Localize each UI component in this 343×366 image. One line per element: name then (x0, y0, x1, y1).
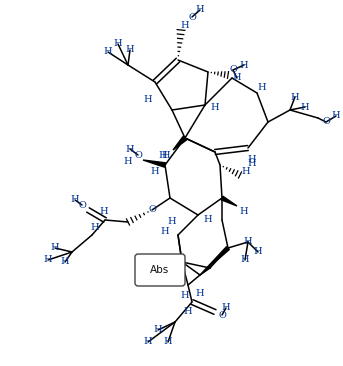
Text: H: H (71, 195, 79, 205)
Text: O: O (229, 66, 237, 75)
Polygon shape (200, 247, 229, 275)
Text: H: H (161, 228, 169, 236)
Text: H: H (254, 247, 262, 257)
Polygon shape (221, 196, 237, 206)
Text: H: H (222, 303, 230, 313)
Text: H: H (196, 290, 204, 299)
Text: H: H (211, 104, 219, 112)
Text: O: O (148, 205, 156, 214)
Text: O: O (78, 201, 86, 209)
Text: H: H (164, 337, 172, 347)
Text: H: H (240, 60, 248, 70)
FancyBboxPatch shape (135, 254, 185, 286)
Text: H: H (258, 82, 266, 92)
Text: H: H (44, 255, 52, 265)
Text: H: H (144, 337, 152, 347)
Text: H: H (240, 206, 248, 216)
Text: O: O (218, 310, 226, 320)
Text: H: H (244, 238, 252, 246)
Text: H: H (168, 217, 176, 227)
Text: H: H (124, 157, 132, 165)
Text: H: H (196, 5, 204, 15)
Text: H: H (241, 255, 249, 265)
Text: H: H (162, 152, 170, 161)
Text: H: H (100, 208, 108, 217)
Text: H: H (233, 74, 241, 82)
Text: H: H (151, 168, 159, 176)
Text: H: H (91, 224, 99, 232)
Text: H: H (242, 168, 250, 176)
Polygon shape (143, 160, 166, 167)
Text: H: H (159, 150, 167, 160)
Text: H: H (301, 102, 309, 112)
Text: H: H (248, 158, 256, 168)
Text: H: H (181, 291, 189, 299)
Text: H: H (61, 258, 69, 266)
Text: O: O (134, 150, 142, 160)
Text: H: H (114, 40, 122, 49)
Text: H: H (184, 307, 192, 317)
Text: H: H (204, 216, 212, 224)
Text: O: O (188, 12, 196, 22)
Polygon shape (173, 136, 187, 150)
Text: H: H (144, 96, 152, 105)
Text: H: H (126, 45, 134, 55)
Text: O: O (322, 117, 330, 127)
Text: H: H (51, 243, 59, 253)
Text: H: H (104, 48, 112, 56)
Text: H: H (248, 156, 256, 164)
Text: H: H (332, 112, 340, 120)
Text: Abs: Abs (150, 265, 170, 275)
Text: H: H (291, 93, 299, 101)
Text: H: H (126, 145, 134, 153)
Text: H: H (154, 325, 162, 335)
Text: H: H (181, 20, 189, 30)
